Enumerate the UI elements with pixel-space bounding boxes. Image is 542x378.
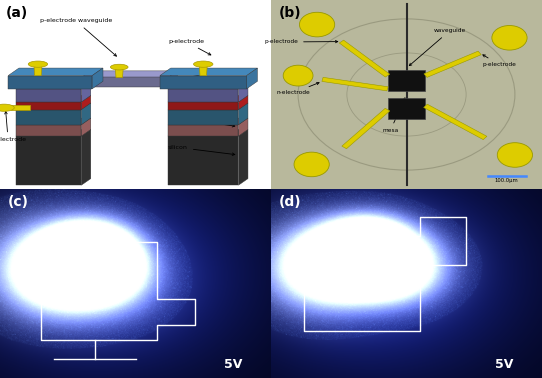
Polygon shape <box>81 77 168 87</box>
Polygon shape <box>16 103 91 110</box>
Polygon shape <box>16 129 91 136</box>
Polygon shape <box>16 118 91 125</box>
Polygon shape <box>168 102 238 110</box>
Polygon shape <box>168 110 238 125</box>
Polygon shape <box>388 98 425 119</box>
Polygon shape <box>16 89 81 102</box>
Polygon shape <box>199 64 207 76</box>
Polygon shape <box>8 68 103 76</box>
Polygon shape <box>238 129 248 185</box>
Polygon shape <box>168 96 248 102</box>
Polygon shape <box>11 105 30 110</box>
Polygon shape <box>160 68 257 76</box>
Polygon shape <box>16 96 91 102</box>
Text: mesa: mesa <box>382 98 405 133</box>
Polygon shape <box>238 118 248 136</box>
Text: MQWs: MQWs <box>168 88 235 102</box>
Polygon shape <box>81 96 91 110</box>
Text: n-GaN: n-GaN <box>168 101 235 114</box>
Polygon shape <box>168 103 248 110</box>
Polygon shape <box>424 104 487 139</box>
Text: (a): (a) <box>5 6 28 20</box>
Circle shape <box>299 12 334 37</box>
Text: n-electrode: n-electrode <box>276 82 319 96</box>
Ellipse shape <box>28 61 48 67</box>
Polygon shape <box>168 71 177 87</box>
Polygon shape <box>160 76 247 89</box>
Text: p-electrode: p-electrode <box>264 39 338 45</box>
Text: buffer layer: buffer layer <box>168 116 235 127</box>
Ellipse shape <box>193 61 213 67</box>
Polygon shape <box>168 129 248 136</box>
Polygon shape <box>168 89 238 102</box>
Text: (b): (b) <box>279 6 302 20</box>
Polygon shape <box>16 82 91 89</box>
Text: p-electrode: p-electrode <box>482 55 516 67</box>
Text: n-electrode: n-electrode <box>0 112 26 143</box>
Polygon shape <box>238 103 248 125</box>
Polygon shape <box>238 96 248 110</box>
Polygon shape <box>81 103 91 125</box>
Circle shape <box>283 65 313 86</box>
Polygon shape <box>16 102 81 110</box>
Text: (d): (d) <box>279 195 302 209</box>
Polygon shape <box>342 108 390 149</box>
Polygon shape <box>424 51 481 77</box>
Polygon shape <box>339 40 390 77</box>
Polygon shape <box>247 68 257 89</box>
Polygon shape <box>81 71 177 77</box>
Circle shape <box>497 143 532 167</box>
Polygon shape <box>8 76 92 89</box>
Circle shape <box>492 25 527 50</box>
Text: (c): (c) <box>8 195 29 209</box>
Polygon shape <box>271 0 542 189</box>
Ellipse shape <box>0 104 14 112</box>
Text: p-GaN: p-GaN <box>168 69 235 83</box>
Circle shape <box>294 152 329 177</box>
Polygon shape <box>34 64 42 76</box>
Polygon shape <box>81 118 91 136</box>
Polygon shape <box>168 82 248 89</box>
Polygon shape <box>388 70 425 91</box>
Polygon shape <box>81 129 91 185</box>
Text: 100.0μm: 100.0μm <box>495 178 519 183</box>
Polygon shape <box>16 136 81 185</box>
Polygon shape <box>16 110 81 125</box>
Text: silicon: silicon <box>168 145 235 155</box>
Text: 5V: 5V <box>224 358 242 371</box>
Polygon shape <box>168 136 238 185</box>
Text: p-electrode waveguide: p-electrode waveguide <box>40 18 117 56</box>
Polygon shape <box>168 118 248 125</box>
Text: p-electrode: p-electrode <box>168 39 211 55</box>
Ellipse shape <box>111 64 128 70</box>
Polygon shape <box>81 82 91 102</box>
Polygon shape <box>16 125 81 136</box>
Polygon shape <box>168 125 238 136</box>
Polygon shape <box>238 82 248 102</box>
Polygon shape <box>92 68 103 89</box>
Text: 5V: 5V <box>495 358 513 371</box>
Text: waveguide: waveguide <box>409 28 466 66</box>
Polygon shape <box>115 67 124 77</box>
Polygon shape <box>322 77 388 91</box>
